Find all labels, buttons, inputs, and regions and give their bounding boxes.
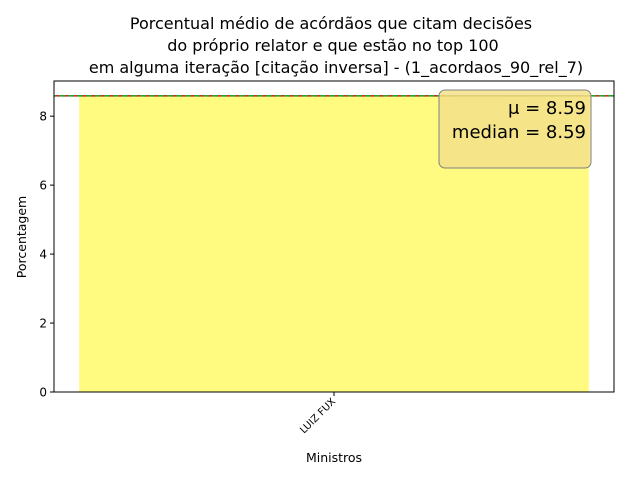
y-axis-label: Porcentagem xyxy=(14,196,29,278)
x-tick-label-0: LUIZ FUX xyxy=(298,396,338,436)
chart-title: Porcentual médio de acórdãos que citam d… xyxy=(89,14,583,78)
y-tick-label-1: 2 xyxy=(39,317,47,331)
y-tick-label-2: 4 xyxy=(39,248,47,262)
chart-title-line-3: em alguma iteração [citação inversa] - (… xyxy=(89,58,583,78)
x-axis-label: Ministros xyxy=(306,450,362,465)
stats-box: μ = 8.59 median = 8.59 xyxy=(438,89,592,169)
y-tick-label-3: 6 xyxy=(39,179,47,193)
mean-stat-label: μ = 8.59 xyxy=(508,98,586,119)
stats-box-background xyxy=(438,89,592,169)
y-tick-label-0: 0 xyxy=(39,386,47,400)
chart-title-line-1: Porcentual médio de acórdãos que citam d… xyxy=(130,14,532,33)
y-tick-label-4: 8 xyxy=(39,110,47,124)
median-stat-label: median = 8.59 xyxy=(452,122,586,143)
chart-title-line-2: do próprio relator e que estão no top 10… xyxy=(167,36,498,55)
